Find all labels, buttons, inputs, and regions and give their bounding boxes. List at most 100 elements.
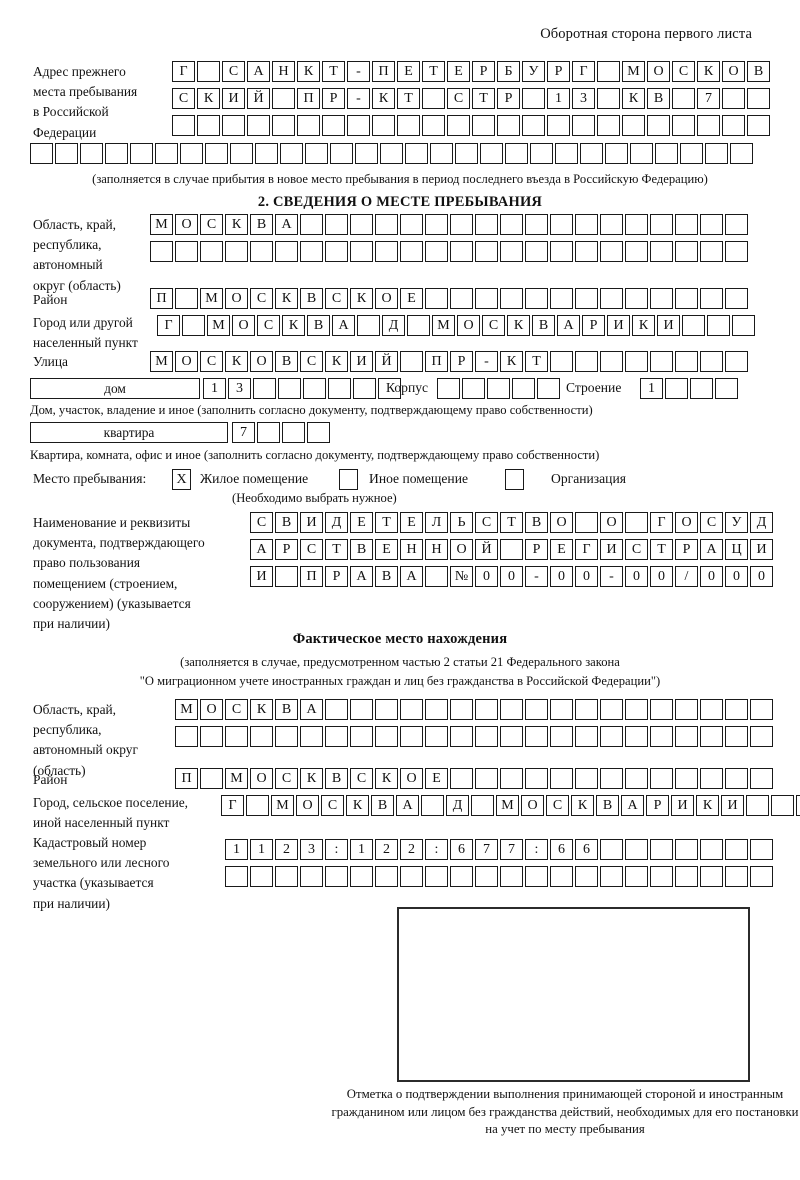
char-cell[interactable]: О (296, 795, 319, 816)
char-cell[interactable]: 7 (697, 88, 720, 109)
char-cell[interactable] (272, 88, 295, 109)
char-cell[interactable] (625, 512, 648, 533)
char-cell[interactable] (175, 288, 198, 309)
char-cell[interactable] (55, 143, 78, 164)
char-cell[interactable] (725, 351, 748, 372)
char-cell[interactable]: К (507, 315, 530, 336)
char-cell[interactable]: Р (322, 88, 345, 109)
char-cell[interactable] (625, 241, 648, 262)
char-cell[interactable] (675, 288, 698, 309)
char-cell[interactable] (630, 143, 653, 164)
char-cell[interactable]: К (500, 351, 523, 372)
char-cell[interactable]: А (300, 699, 323, 720)
char-cell[interactable] (672, 88, 695, 109)
char-cell[interactable]: О (600, 512, 623, 533)
char-cell[interactable] (257, 422, 280, 443)
char-cell[interactable]: Т (375, 512, 398, 533)
char-cell[interactable]: М (200, 288, 223, 309)
char-cell[interactable] (425, 866, 448, 887)
char-cell[interactable]: М (225, 768, 248, 789)
korpus-cells[interactable] (437, 378, 562, 399)
char-cell[interactable] (600, 726, 623, 747)
char-cell[interactable] (375, 726, 398, 747)
char-cell[interactable]: М (622, 61, 645, 82)
char-cell[interactable] (600, 768, 623, 789)
char-cell[interactable] (400, 726, 423, 747)
char-cell[interactable] (575, 768, 598, 789)
char-cell[interactable] (650, 726, 673, 747)
char-cell[interactable]: Й (375, 351, 398, 372)
char-cell[interactable] (690, 378, 713, 399)
char-cell[interactable] (722, 88, 745, 109)
char-cell[interactable]: М (432, 315, 455, 336)
char-cell[interactable] (205, 143, 228, 164)
char-cell[interactable] (700, 839, 723, 860)
char-cell[interactable] (675, 768, 698, 789)
char-cell[interactable] (297, 115, 320, 136)
char-cell[interactable]: Д (446, 795, 469, 816)
char-cell[interactable]: Т (322, 61, 345, 82)
char-cell[interactable] (437, 378, 460, 399)
char-cell[interactable]: П (300, 566, 323, 587)
char-cell[interactable] (707, 315, 730, 336)
char-cell[interactable]: В (300, 288, 323, 309)
char-cell[interactable] (172, 115, 195, 136)
char-cell[interactable] (375, 214, 398, 235)
char-cell[interactable]: К (696, 795, 719, 816)
char-cell[interactable] (675, 699, 698, 720)
char-cell[interactable]: С (250, 288, 273, 309)
char-cell[interactable] (500, 241, 523, 262)
char-cell[interactable]: Л (425, 512, 448, 533)
char-cell[interactable]: Р (582, 315, 605, 336)
char-cell[interactable]: О (225, 288, 248, 309)
char-cell[interactable]: 2 (400, 839, 423, 860)
char-cell[interactable]: Р (675, 539, 698, 560)
char-cell[interactable]: 1 (547, 88, 570, 109)
char-cell[interactable]: М (271, 795, 294, 816)
char-cell[interactable]: Д (382, 315, 405, 336)
char-cell[interactable]: Й (247, 88, 270, 109)
char-cell[interactable] (397, 115, 420, 136)
char-cell[interactable]: Г (221, 795, 244, 816)
char-cell[interactable] (600, 241, 623, 262)
char-cell[interactable] (747, 115, 770, 136)
char-cell[interactable] (350, 866, 373, 887)
char-cell[interactable] (750, 768, 773, 789)
char-cell[interactable] (300, 726, 323, 747)
char-cell[interactable] (372, 115, 395, 136)
char-cell[interactable]: М (150, 351, 173, 372)
char-cell[interactable] (487, 378, 510, 399)
char-cell[interactable] (275, 566, 298, 587)
char-cell[interactable]: 0 (625, 566, 648, 587)
char-cell[interactable]: 0 (575, 566, 598, 587)
char-cell[interactable] (525, 214, 548, 235)
char-cell[interactable]: С (300, 351, 323, 372)
char-cell[interactable] (425, 699, 448, 720)
char-cell[interactable]: Б (497, 61, 520, 82)
char-cell[interactable] (555, 143, 578, 164)
char-cell[interactable]: С (250, 512, 273, 533)
char-cell[interactable] (675, 214, 698, 235)
char-cell[interactable]: О (521, 795, 544, 816)
char-cell[interactable] (105, 143, 128, 164)
char-cell[interactable]: 6 (575, 839, 598, 860)
char-cell[interactable] (597, 88, 620, 109)
char-cell[interactable]: К (275, 288, 298, 309)
char-cell[interactable] (455, 143, 478, 164)
char-cell[interactable]: 0 (500, 566, 523, 587)
char-cell[interactable]: С (325, 288, 348, 309)
char-cell[interactable] (550, 699, 573, 720)
char-cell[interactable] (597, 61, 620, 82)
char-cell[interactable] (597, 115, 620, 136)
char-cell[interactable] (130, 143, 153, 164)
char-cell[interactable] (500, 699, 523, 720)
char-cell[interactable]: Г (172, 61, 195, 82)
char-cell[interactable] (771, 795, 794, 816)
char-cell[interactable] (425, 566, 448, 587)
char-cell[interactable] (700, 726, 723, 747)
char-cell[interactable]: П (372, 61, 395, 82)
section2-region-row-2[interactable] (150, 241, 750, 262)
